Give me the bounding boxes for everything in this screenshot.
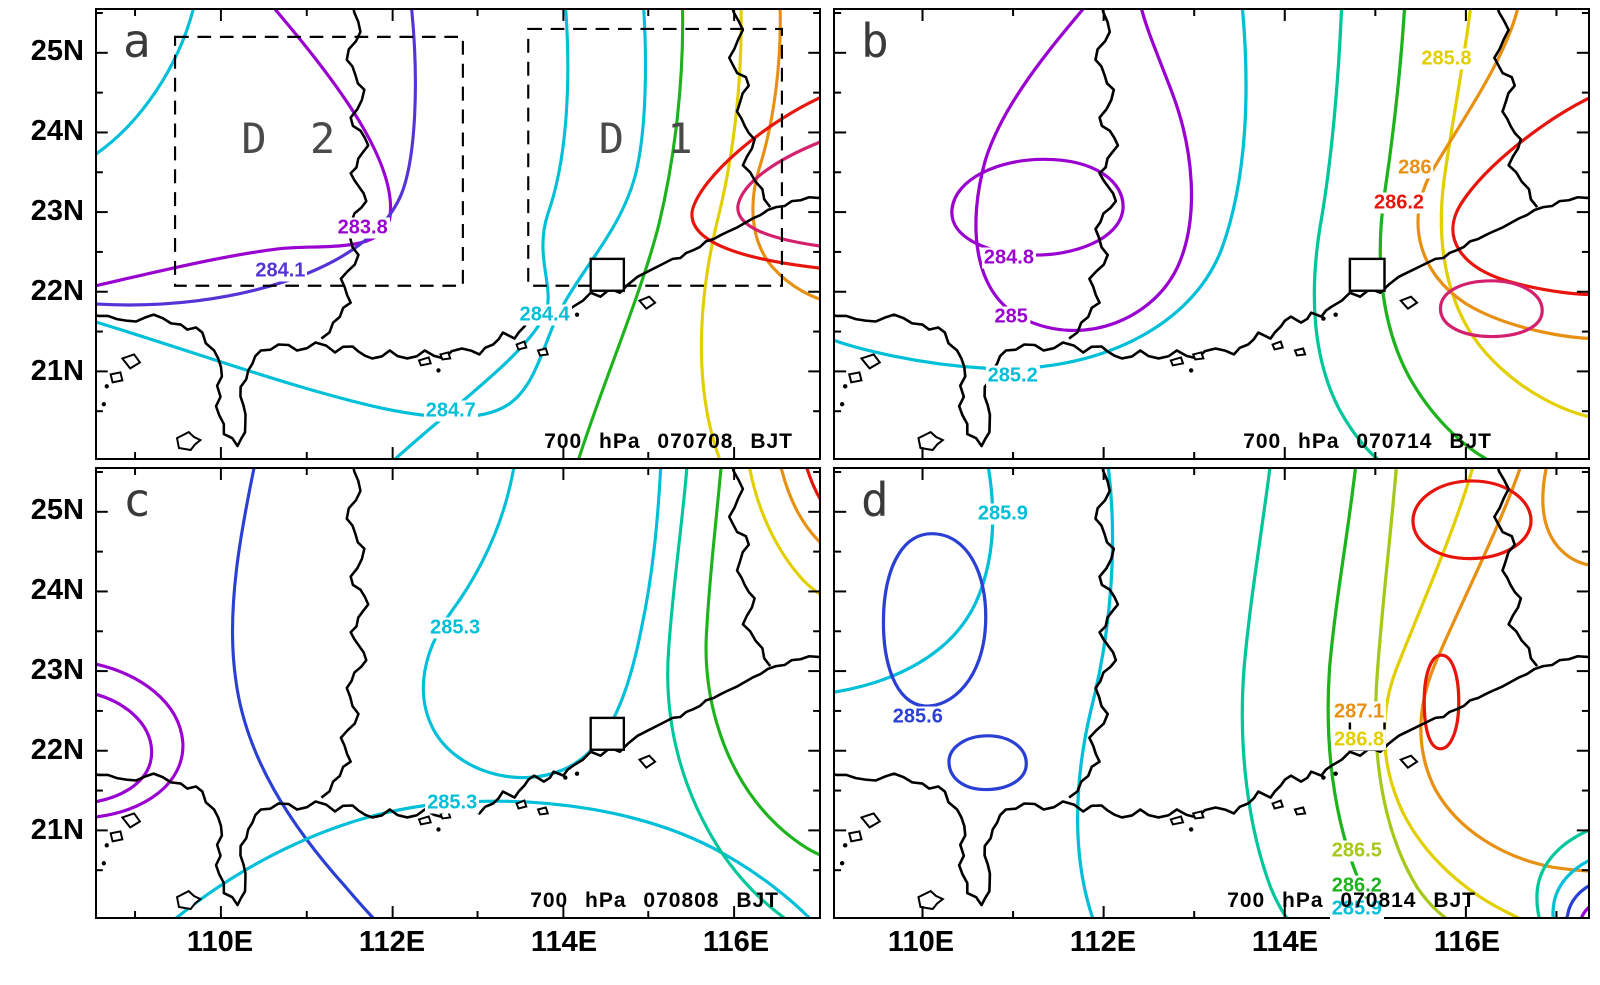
panel-caption: 700 hPa 070808 BJT <box>530 889 779 912</box>
y-tick-label: 21N <box>30 355 84 387</box>
panel-d: 285.9 285.6 287.1 286.8 286.5 286.2 285.9 d 70… <box>833 467 1590 920</box>
y-tick-label: 22N <box>30 734 84 766</box>
contour-lines <box>835 469 1588 917</box>
panel-letter: a <box>123 14 151 68</box>
contour-lines <box>97 469 819 917</box>
axis-ticks <box>97 469 819 917</box>
x-tick-label: 110E <box>186 926 254 958</box>
y-tick-label: 25N <box>30 35 84 67</box>
axis-ticks <box>97 10 819 458</box>
region-boxes <box>173 27 783 287</box>
axis-ticks <box>835 469 1588 917</box>
y-tick-label: 24N <box>30 115 84 147</box>
axis-ticks <box>835 10 1588 458</box>
map-c <box>97 469 819 917</box>
contour-lines <box>835 10 1588 458</box>
x-tick-label: 116E <box>1433 926 1501 958</box>
coastline <box>97 10 819 452</box>
x-tick-label: 114E <box>530 926 598 958</box>
panel-letter: b <box>861 14 889 68</box>
coastline <box>835 10 1588 452</box>
region-label-d1: D 1 <box>598 113 702 163</box>
panel-letter: d <box>861 473 889 527</box>
map-b <box>835 10 1588 458</box>
panel-b: 285.8 286 286.2 284.8 285 285.2 b 700 hPa 070… <box>833 8 1590 460</box>
region-box-d1 <box>527 27 783 287</box>
y-tick-label: 22N <box>30 275 84 307</box>
panel-c: 285.3 285.3 c 700 hPa 070808 BJT <box>95 467 821 919</box>
panel-a: 283.8 284.1 284.4 284.7 D 2 D 1 a 700 hPa 0… <box>95 8 821 460</box>
x-tick-label: 112E <box>1069 926 1137 958</box>
x-tick-label: 116E <box>702 926 770 958</box>
y-tick-label: 25N <box>30 494 84 526</box>
panel-letter: c <box>123 473 151 527</box>
map-d <box>835 469 1588 917</box>
region-label-d2: D 2 <box>241 113 345 163</box>
region-box-d2 <box>173 35 464 287</box>
panel-caption: 700 hPa 070814 BJT <box>1227 889 1476 912</box>
x-tick-label: 110E <box>887 926 955 958</box>
panel-caption: 700 hPa 070714 BJT <box>1243 430 1492 453</box>
panel-caption: 700 hPa 070708 BJT <box>544 430 793 453</box>
y-tick-label: 23N <box>30 654 84 686</box>
map-a <box>97 10 819 458</box>
x-tick-label: 112E <box>358 926 426 958</box>
contour-lines <box>97 10 819 458</box>
x-tick-label: 114E <box>1251 926 1319 958</box>
y-tick-label: 23N <box>30 195 84 227</box>
y-tick-label: 24N <box>30 574 84 606</box>
y-tick-label: 21N <box>30 814 84 846</box>
